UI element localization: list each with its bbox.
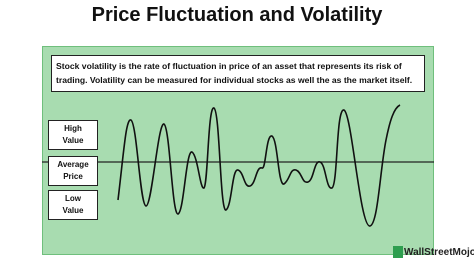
logo-icon bbox=[393, 246, 403, 258]
description-box: Stock volatility is the rate of fluctuat… bbox=[51, 55, 425, 92]
label-box: High Value bbox=[48, 120, 98, 150]
label-line: Average bbox=[57, 160, 89, 169]
label-line: Value bbox=[62, 136, 84, 145]
label-line: Value bbox=[62, 206, 84, 215]
label-line: Price bbox=[63, 172, 83, 181]
label-box: Low Value bbox=[48, 190, 98, 220]
description-line: Stock volatility is the rate of fluctuat… bbox=[56, 61, 402, 71]
title: Price Fluctuation and Volatility bbox=[91, 4, 383, 26]
label-line: Low bbox=[65, 194, 81, 203]
label-box: Average Price bbox=[48, 156, 98, 186]
label-line: High bbox=[64, 124, 82, 133]
description-line: trading. Volatility can be measured for … bbox=[56, 75, 413, 85]
price-wave bbox=[117, 104, 401, 227]
logo-text: WallStreetMojo bbox=[404, 247, 474, 258]
